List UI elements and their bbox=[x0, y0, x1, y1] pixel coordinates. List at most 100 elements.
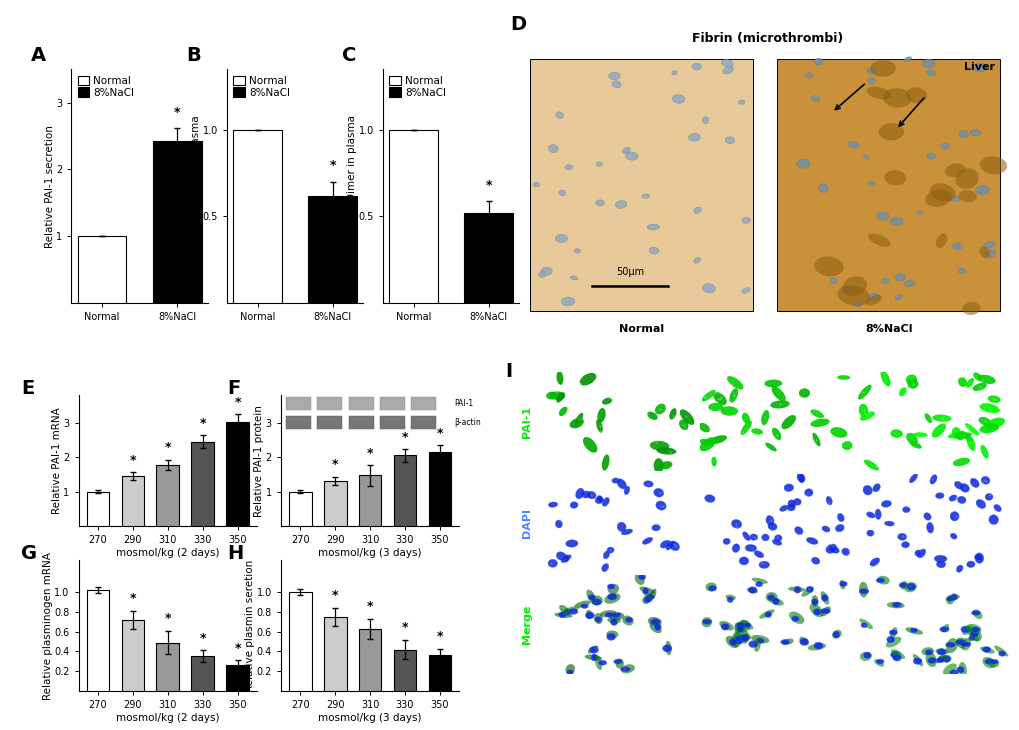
Ellipse shape bbox=[613, 659, 622, 664]
Ellipse shape bbox=[829, 427, 847, 438]
Ellipse shape bbox=[882, 88, 910, 108]
Ellipse shape bbox=[950, 533, 956, 539]
Ellipse shape bbox=[934, 493, 944, 499]
Text: E: E bbox=[21, 379, 35, 398]
Bar bbox=[393, 456, 416, 526]
Ellipse shape bbox=[727, 376, 743, 390]
Ellipse shape bbox=[720, 623, 729, 630]
Ellipse shape bbox=[839, 580, 845, 589]
Ellipse shape bbox=[819, 607, 829, 616]
Ellipse shape bbox=[554, 520, 561, 528]
Ellipse shape bbox=[974, 554, 981, 561]
Ellipse shape bbox=[806, 537, 817, 545]
Ellipse shape bbox=[811, 433, 819, 446]
Ellipse shape bbox=[944, 164, 965, 177]
Ellipse shape bbox=[858, 618, 872, 629]
Ellipse shape bbox=[647, 617, 661, 626]
Ellipse shape bbox=[941, 624, 949, 632]
Text: 310: 310 bbox=[762, 683, 789, 696]
Ellipse shape bbox=[811, 599, 817, 605]
Ellipse shape bbox=[948, 495, 956, 502]
Ellipse shape bbox=[708, 435, 727, 444]
Ellipse shape bbox=[769, 598, 783, 606]
Ellipse shape bbox=[981, 647, 989, 653]
Ellipse shape bbox=[884, 637, 901, 648]
Ellipse shape bbox=[945, 594, 959, 602]
Ellipse shape bbox=[651, 524, 660, 531]
Ellipse shape bbox=[955, 639, 964, 645]
Text: Fibrin (microthrombi): Fibrin (microthrombi) bbox=[691, 32, 843, 45]
Ellipse shape bbox=[750, 429, 762, 435]
Ellipse shape bbox=[609, 612, 624, 620]
Ellipse shape bbox=[934, 655, 947, 664]
Ellipse shape bbox=[890, 429, 902, 438]
Ellipse shape bbox=[925, 70, 934, 76]
Ellipse shape bbox=[820, 594, 827, 602]
Ellipse shape bbox=[890, 652, 898, 658]
Ellipse shape bbox=[821, 526, 829, 532]
Ellipse shape bbox=[763, 380, 782, 388]
Ellipse shape bbox=[956, 666, 964, 673]
Ellipse shape bbox=[604, 612, 613, 618]
Bar bbox=[156, 642, 179, 691]
Ellipse shape bbox=[570, 276, 578, 280]
Ellipse shape bbox=[558, 612, 566, 618]
Ellipse shape bbox=[583, 437, 597, 453]
Ellipse shape bbox=[898, 583, 907, 588]
Ellipse shape bbox=[751, 577, 767, 584]
Text: *: * bbox=[234, 396, 240, 409]
Ellipse shape bbox=[704, 495, 714, 502]
Ellipse shape bbox=[837, 285, 869, 306]
Ellipse shape bbox=[880, 278, 889, 283]
Ellipse shape bbox=[971, 383, 985, 391]
Ellipse shape bbox=[659, 540, 671, 548]
Ellipse shape bbox=[767, 523, 776, 531]
Ellipse shape bbox=[601, 497, 608, 507]
X-axis label: mosmol/kg (2 days): mosmol/kg (2 days) bbox=[116, 548, 219, 558]
Ellipse shape bbox=[758, 610, 773, 618]
Bar bbox=[776, 59, 999, 311]
Text: H: H bbox=[227, 544, 244, 563]
Ellipse shape bbox=[647, 224, 659, 230]
Ellipse shape bbox=[662, 645, 672, 652]
Text: DAPI: DAPI bbox=[522, 508, 532, 538]
Ellipse shape bbox=[866, 87, 891, 99]
X-axis label: mosmol/kg (2 days): mosmol/kg (2 days) bbox=[116, 713, 219, 723]
Ellipse shape bbox=[960, 642, 970, 647]
Ellipse shape bbox=[560, 297, 574, 306]
Ellipse shape bbox=[949, 669, 958, 676]
Ellipse shape bbox=[835, 524, 844, 532]
Ellipse shape bbox=[642, 588, 648, 595]
Ellipse shape bbox=[853, 301, 861, 307]
Ellipse shape bbox=[642, 537, 652, 545]
Ellipse shape bbox=[809, 410, 823, 418]
Ellipse shape bbox=[969, 130, 979, 136]
Ellipse shape bbox=[859, 652, 870, 661]
Ellipse shape bbox=[701, 390, 715, 402]
Ellipse shape bbox=[960, 638, 970, 650]
Ellipse shape bbox=[862, 652, 870, 658]
Bar bbox=[288, 592, 312, 691]
Ellipse shape bbox=[872, 484, 879, 492]
Ellipse shape bbox=[921, 59, 934, 68]
Ellipse shape bbox=[659, 461, 672, 469]
Ellipse shape bbox=[739, 557, 748, 565]
Ellipse shape bbox=[895, 274, 905, 281]
Ellipse shape bbox=[858, 582, 867, 597]
Ellipse shape bbox=[902, 507, 909, 512]
Ellipse shape bbox=[679, 420, 688, 430]
Ellipse shape bbox=[942, 664, 956, 675]
Ellipse shape bbox=[980, 477, 989, 484]
Ellipse shape bbox=[570, 502, 578, 508]
Ellipse shape bbox=[907, 379, 918, 388]
Ellipse shape bbox=[739, 630, 749, 644]
Ellipse shape bbox=[764, 442, 775, 451]
Ellipse shape bbox=[841, 441, 852, 450]
Ellipse shape bbox=[906, 583, 915, 591]
Ellipse shape bbox=[923, 512, 930, 520]
Bar bbox=[156, 465, 179, 526]
Ellipse shape bbox=[574, 601, 590, 607]
Ellipse shape bbox=[929, 183, 955, 201]
Ellipse shape bbox=[773, 535, 782, 541]
Ellipse shape bbox=[793, 586, 800, 593]
